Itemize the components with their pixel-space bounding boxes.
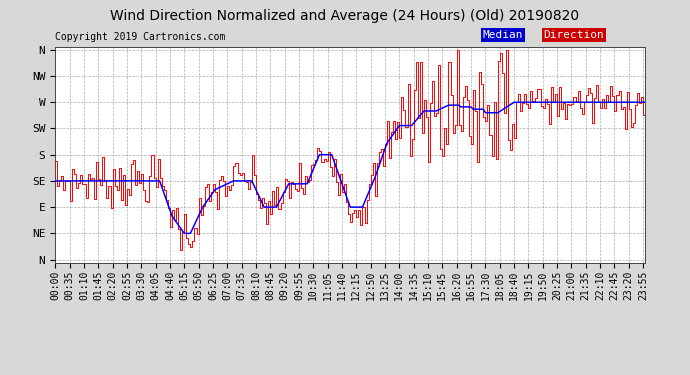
Text: Wind Direction Normalized and Average (24 Hours) (Old) 20190820: Wind Direction Normalized and Average (2… (110, 9, 580, 23)
Text: Direction: Direction (544, 30, 604, 40)
Text: Copyright 2019 Cartronics.com: Copyright 2019 Cartronics.com (55, 32, 226, 42)
Text: Median: Median (483, 30, 524, 40)
